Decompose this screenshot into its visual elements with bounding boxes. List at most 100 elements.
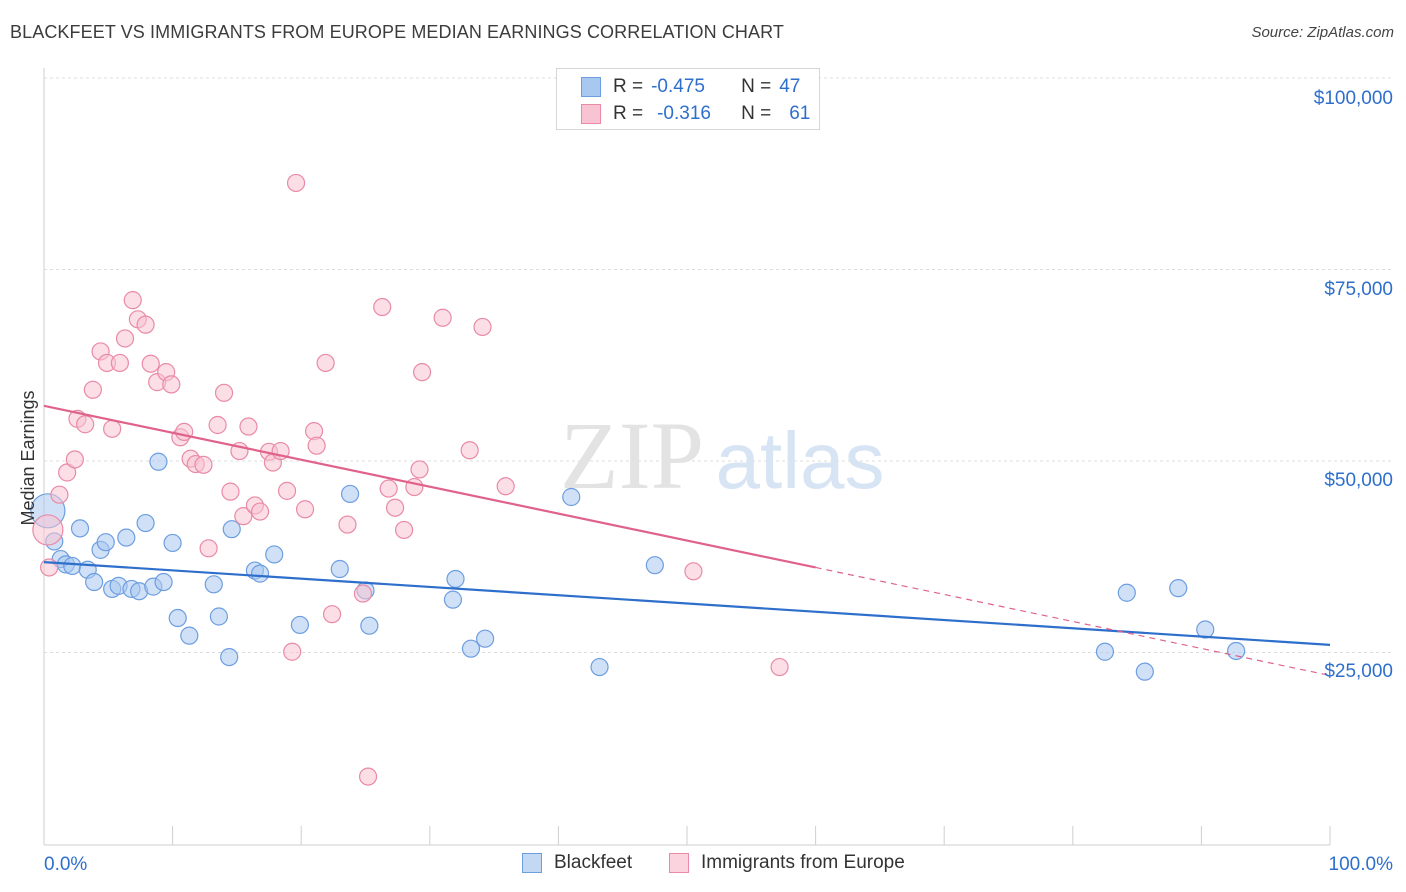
blackfeet-point [1095, 642, 1115, 661]
europe-trend-line [43, 404, 816, 569]
europe-point [83, 380, 102, 399]
europe-point [76, 415, 95, 434]
blackfeet-point [96, 533, 115, 552]
europe-point [684, 562, 703, 581]
blackfeet-point [168, 608, 187, 628]
europe-point [338, 515, 357, 534]
watermark-atlas: atlas [716, 416, 885, 505]
blackfeet-point [1169, 579, 1188, 598]
europe-point [473, 317, 492, 337]
legend-row-blackfeet: R = -0.475 N = 47 [557, 73, 800, 101]
r-value-blackfeet: -0.475 [651, 76, 705, 97]
y-axis-label: Median Earnings [18, 390, 38, 525]
n-value-europe: 61 [789, 103, 811, 124]
blackfeet-point [645, 556, 664, 575]
europe-point [162, 375, 181, 394]
europe-swatch [669, 853, 689, 873]
europe-point [199, 539, 218, 558]
europe-point [433, 308, 452, 327]
europe-point [373, 297, 392, 317]
europe-point [295, 500, 315, 519]
blackfeet-point [1196, 620, 1215, 639]
r-label: R = [613, 76, 644, 97]
source-note: Source: ZipAtlas.com [1251, 24, 1394, 41]
r-label: R = [613, 103, 644, 124]
blackfeet-point [136, 513, 155, 533]
europe-point [322, 605, 342, 624]
europe-point [103, 419, 122, 438]
blackfeet-point [340, 484, 360, 504]
blackfeet-point [330, 559, 349, 579]
europe-swatch [581, 104, 601, 124]
europe-point [379, 479, 398, 498]
n-value-blackfeet: 47 [779, 76, 801, 97]
legend-label-blackfeet: Blackfeet [554, 852, 633, 873]
europe-point [194, 455, 213, 474]
trend-lines [43, 404, 1331, 677]
europe-point [286, 173, 306, 193]
europe-point [141, 354, 160, 373]
europe-point [412, 363, 432, 382]
gridlines [44, 77, 1394, 653]
y-tick-label: $100,000 [1314, 88, 1393, 109]
n-label: N = [741, 76, 772, 97]
europe-point [110, 353, 129, 373]
x-tick-label: 100.0% [1329, 854, 1394, 875]
blackfeet-point [475, 629, 495, 648]
europe-point [283, 642, 302, 661]
legend-item-europe[interactable]: Immigrants from Europe [669, 852, 905, 874]
blackfeet-point [204, 575, 223, 594]
blackfeet-trend-line [43, 561, 1331, 646]
blackfeet-swatch [522, 853, 542, 873]
data-points [30, 173, 1246, 786]
blackfeet-point [360, 616, 379, 635]
europe-point [410, 460, 429, 479]
europe-point [115, 329, 135, 348]
blackfeet-point [250, 564, 270, 583]
europe-point [770, 657, 789, 677]
europe-point [358, 767, 378, 786]
europe-point [307, 436, 326, 455]
series-legend: Blackfeet Immigrants from Europe [0, 852, 1406, 878]
blackfeet-point [1117, 583, 1136, 602]
europe-point [221, 482, 240, 501]
europe-point [50, 485, 69, 504]
europe-point [175, 422, 194, 441]
blackfeet-swatch [581, 77, 601, 97]
europe-point [316, 353, 335, 373]
europe-point [214, 383, 234, 402]
blackfeet-point [63, 556, 82, 576]
tick-labels: $25,000 $50,000 $75,000 $100,000 0.0% 100.0% [44, 88, 1393, 875]
blackfeet-point [149, 452, 168, 471]
blackfeet-point [222, 520, 241, 539]
r-value-europe: -0.316 [657, 103, 711, 124]
legend-label-europe: Immigrants from Europe [701, 852, 905, 873]
blackfeet-point [590, 657, 609, 677]
europe-point [234, 507, 253, 526]
legend-item-blackfeet[interactable]: Blackfeet [522, 852, 632, 874]
axes [43, 68, 1331, 846]
blackfeet-point [1135, 662, 1154, 681]
y-tick-label: $25,000 [1324, 661, 1393, 682]
blackfeet-point [163, 533, 182, 553]
europe-point [385, 498, 405, 517]
blackfeet-point [117, 528, 136, 547]
europe-point [394, 520, 414, 540]
blackfeet-point [290, 615, 310, 635]
europe-point [277, 481, 297, 500]
europe-point [460, 441, 479, 460]
europe-point [250, 502, 270, 521]
europe-point [208, 415, 227, 435]
blackfeet-point [70, 519, 90, 538]
correlation-legend: R = -0.475 N = 47 R = -0.316 N = 61 [556, 68, 820, 130]
x-tick-label: 0.0% [44, 854, 87, 875]
europe-point [65, 450, 84, 469]
europe-point [123, 291, 142, 310]
n-label: N = [741, 103, 772, 124]
blackfeet-point [154, 572, 173, 592]
europe-trend-extension [815, 566, 1331, 677]
blackfeet-point [85, 572, 104, 592]
blackfeet-point [443, 590, 463, 609]
y-tick-label: $50,000 [1324, 470, 1393, 491]
blackfeet-point [220, 647, 239, 667]
